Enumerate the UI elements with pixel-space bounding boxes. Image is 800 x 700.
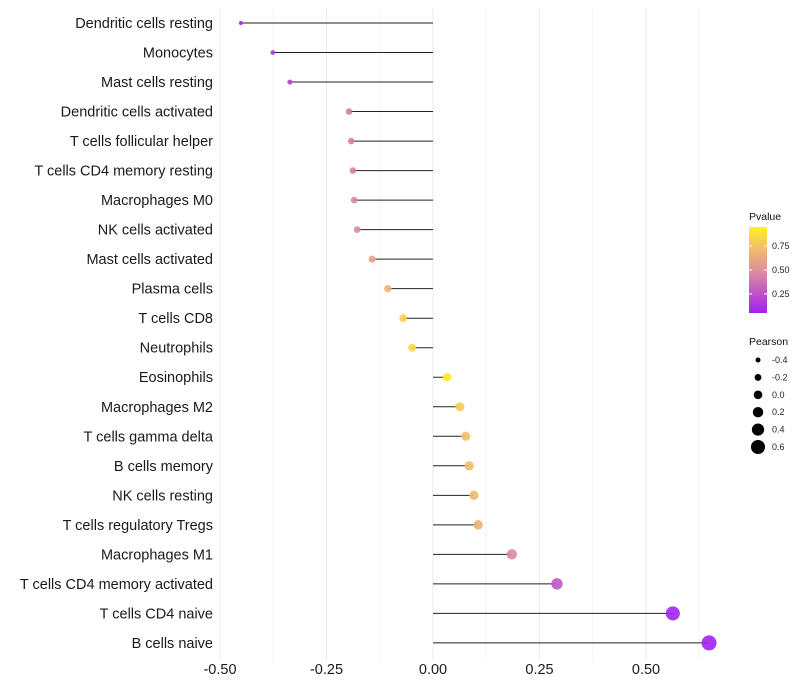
size-key-label: -0.4	[772, 355, 788, 365]
stems	[240, 22, 710, 644]
legend: Pvalue 0.75 0.50 0.25 Pearson -0.4 -0.2 0.0 0…	[749, 211, 790, 455]
y-label: Mast cells resting	[101, 75, 213, 91]
y-label: B cells memory	[114, 459, 214, 475]
size-key-dot	[752, 406, 764, 418]
size-key-label: 0.0	[772, 390, 785, 400]
x-tick-label: -0.25	[310, 662, 343, 678]
x-tick-label: 0.00	[419, 662, 447, 678]
data-point	[345, 108, 353, 115]
y-axis-labels: Dendritic cells resting Monocytes Mast cel…	[20, 16, 214, 652]
data-point	[353, 226, 361, 233]
y-label: B cells naive	[132, 636, 213, 652]
y-label: Monocytes	[143, 46, 213, 62]
data-point	[408, 343, 417, 352]
size-key-dot	[753, 390, 763, 400]
dots	[238, 21, 717, 651]
data-point	[349, 167, 357, 174]
data-point	[399, 314, 408, 323]
x-tick-label: 0.50	[632, 662, 660, 678]
data-point	[455, 402, 465, 412]
data-point	[287, 79, 293, 85]
data-point	[347, 137, 355, 145]
x-axis-labels: -0.50 -0.25 0.00 0.25 0.50	[203, 662, 660, 678]
y-label: Dendritic cells activated	[61, 105, 213, 121]
pvalue-colorbar	[749, 227, 767, 313]
y-label: T cells CD4 memory resting	[34, 164, 213, 180]
y-label: NK cells resting	[112, 488, 213, 504]
grid-lines	[219, 8, 700, 660]
y-label: Macrophages M2	[101, 400, 213, 416]
y-label: Macrophages M0	[101, 193, 213, 209]
size-key-dot	[755, 357, 761, 363]
y-label: Plasma cells	[132, 282, 213, 298]
size-key-label: -0.2	[772, 372, 788, 382]
data-point	[701, 635, 717, 651]
y-label: T cells follicular helper	[70, 134, 213, 150]
data-point	[506, 549, 517, 560]
colorbar-label: 0.50	[772, 265, 790, 275]
size-key-label: 0.2	[772, 407, 785, 417]
y-label: T cells CD8	[138, 311, 213, 327]
legend-pvalue-title: Pvalue	[749, 211, 781, 223]
x-tick-label: 0.25	[525, 662, 553, 678]
data-point	[551, 578, 563, 590]
data-point	[238, 21, 243, 25]
y-label: NK cells activated	[98, 223, 213, 239]
data-point	[464, 461, 474, 471]
data-point	[350, 196, 358, 204]
size-key-dot	[754, 373, 762, 381]
y-label: Mast cells activated	[86, 252, 213, 268]
y-label: T cells CD4 naive	[100, 606, 213, 622]
data-point	[384, 284, 392, 293]
size-key-label: 0.4	[772, 425, 785, 435]
legend-pearson-title: Pearson	[749, 336, 788, 348]
size-key-dot	[750, 439, 766, 455]
data-point	[665, 606, 680, 621]
y-label: Neutrophils	[140, 341, 213, 357]
y-label: T cells regulatory Tregs	[63, 518, 213, 534]
colorbar-label: 0.75	[772, 241, 790, 251]
x-tick-label: -0.50	[203, 662, 236, 678]
data-point	[368, 255, 376, 263]
y-label: T cells gamma delta	[84, 429, 214, 445]
data-point	[473, 520, 483, 530]
y-label: Macrophages M1	[101, 547, 213, 563]
size-key-label: 0.6	[772, 442, 785, 452]
data-point	[461, 431, 471, 441]
size-key-dot	[751, 423, 765, 436]
colorbar-label: 0.25	[772, 289, 790, 299]
y-label: Dendritic cells resting	[75, 16, 213, 32]
y-label: Eosinophils	[139, 370, 213, 386]
data-point	[469, 490, 479, 501]
y-label: T cells CD4 memory activated	[20, 577, 213, 593]
data-point	[442, 372, 452, 382]
data-point	[270, 50, 276, 55]
